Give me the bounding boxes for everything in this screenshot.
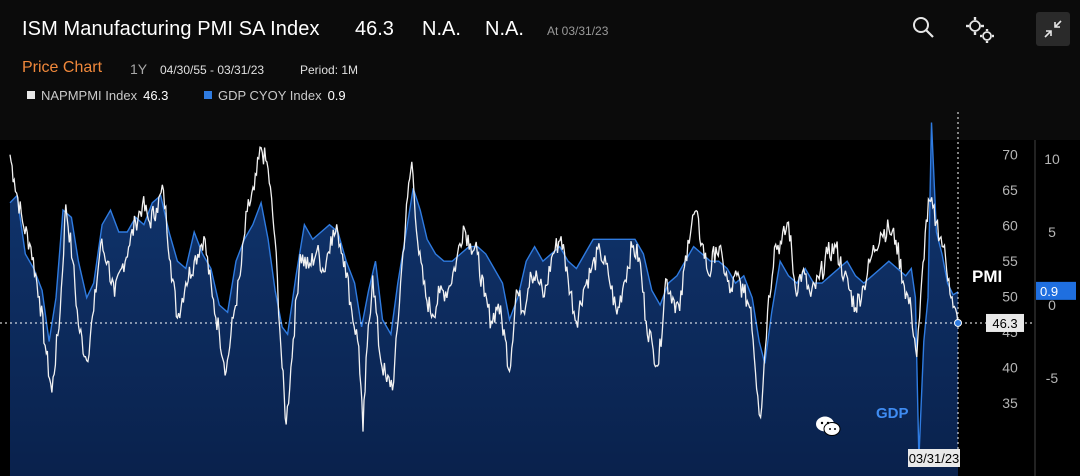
pmi-last-tag-value: 46.3: [992, 316, 1017, 331]
gdp-axis-tick-label: 0: [1048, 297, 1056, 313]
last-date-tag: [908, 449, 960, 467]
period-selector[interactable]: Period: 1M: [300, 63, 359, 77]
na-field-2: N.A.: [485, 18, 524, 40]
security-title: ISM Manufacturing PMI SA Index: [22, 18, 320, 40]
gdp-axis-tick-label: 10: [1044, 151, 1060, 167]
settings-gears-icon[interactable]: [963, 14, 997, 43]
legend-item-pmi[interactable]: NAPMPMI Index 46.3: [27, 88, 168, 103]
gdp-axis-tick-label: -5: [1046, 370, 1059, 386]
pmi-axis-tick-label: 50: [1002, 289, 1018, 305]
legend-item-gdp[interactable]: GDP CYOY Index 0.9: [204, 88, 346, 103]
legend-value-pmi: 46.3: [143, 88, 169, 103]
collapse-arrows-icon[interactable]: [1036, 12, 1070, 46]
as-of-date: At 03/31/23: [547, 24, 609, 38]
gdp-area: [10, 122, 958, 476]
gdp-axis-tick-label: 5: [1048, 224, 1056, 240]
gdp-last-tag-value: 0.9: [1040, 284, 1058, 299]
wechat-icon: [815, 415, 841, 442]
chart-header: [0, 0, 1080, 140]
pmi-series-label: PMI: [972, 267, 1002, 286]
pmi-axis-tick-label: 35: [1002, 395, 1018, 411]
pmi-last-point: [954, 318, 962, 327]
range-1y-button[interactable]: 1Y: [130, 61, 148, 77]
legend-label-gdp: GDP CYOY Index: [218, 88, 322, 103]
legend-swatch-gdp: [204, 91, 212, 99]
pmi-axis-tick-label: 40: [1002, 360, 1018, 376]
date-range[interactable]: 04/30/55 - 03/31/23: [160, 63, 265, 77]
gdp-series-label: GDP: [876, 405, 909, 422]
gdp-last-tag: [1036, 281, 1076, 300]
pmi-axis-tick-label: 60: [1002, 218, 1018, 234]
price-chart-tab[interactable]: Price Chart: [22, 59, 103, 76]
legend-label-pmi: NAPMPMI Index: [41, 88, 138, 103]
pmi-axis-tick-label: 70: [1002, 147, 1018, 163]
gdp-series-line: [9, 122, 959, 459]
last-date-tag-value: 03/31/23: [909, 451, 960, 466]
pmi-series-line: [9, 146, 959, 432]
pmi-axis-tick-label: 65: [1002, 182, 1018, 198]
last-value: 46.3: [355, 18, 394, 40]
pmi-last-tag: [986, 313, 1024, 332]
search-icon[interactable]: [910, 14, 938, 42]
legend-value-gdp: 0.9: [327, 88, 346, 103]
pmi-axis-tick-label: 55: [1002, 253, 1018, 269]
na-field-1: N.A.: [422, 18, 461, 40]
legend-swatch-pmi: [27, 91, 35, 99]
